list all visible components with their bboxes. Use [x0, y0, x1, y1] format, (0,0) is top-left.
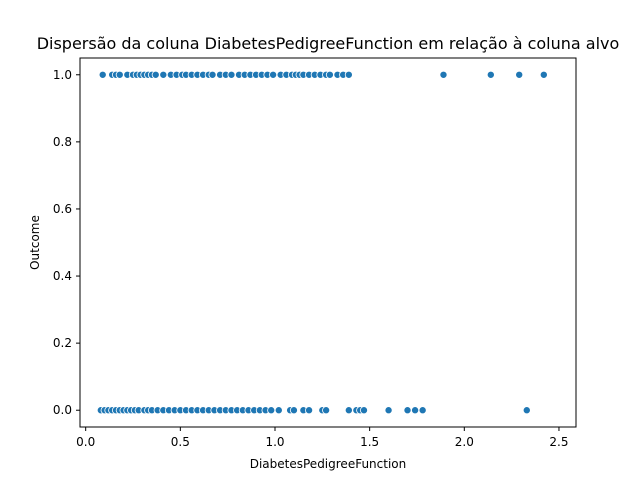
data-point [522, 406, 531, 415]
data-point [322, 406, 331, 415]
x-tick-label: 1.5 [360, 435, 379, 449]
data-point [403, 406, 412, 415]
y-tick-label: 0.2 [53, 336, 72, 350]
x-axis-label: DiabetesPedigreeFunction [250, 457, 407, 471]
data-point [539, 70, 548, 79]
data-point [115, 70, 124, 79]
y-tick-label: 1.0 [53, 68, 72, 82]
x-tick-label: 2.0 [455, 435, 474, 449]
y-axis-ticks: 0.0 0.2 0.4 0.6 0.8 1.0 [53, 68, 80, 417]
data-point [151, 70, 160, 79]
y-axis-label: Outcome [28, 215, 42, 270]
x-tick-label: 2.5 [549, 435, 568, 449]
data-point [359, 406, 368, 415]
data-point [267, 406, 276, 415]
data-point [344, 406, 353, 415]
data-point [411, 406, 420, 415]
data-point [418, 406, 427, 415]
x-tick-label: 0.0 [76, 435, 95, 449]
data-point [274, 406, 283, 415]
x-tick-label: 1.0 [265, 435, 284, 449]
y-tick-label: 0.0 [53, 403, 72, 417]
data-point [289, 406, 298, 415]
data-point [486, 70, 495, 79]
data-point [208, 70, 217, 79]
data-point [515, 70, 524, 79]
data-points [96, 70, 548, 415]
x-tick-label: 0.5 [171, 435, 190, 449]
chart-title: Dispersão da coluna DiabetesPedigreeFunc… [37, 34, 620, 53]
x-axis-ticks: 0.0 0.5 1.0 1.5 2.0 2.5 [76, 427, 569, 449]
y-tick-label: 0.8 [53, 135, 72, 149]
data-point [325, 70, 334, 79]
data-point [384, 406, 393, 415]
y-tick-label: 0.6 [53, 202, 72, 216]
data-point [159, 70, 168, 79]
plot-frame [79, 57, 577, 428]
data-point [269, 70, 278, 79]
y-tick-label: 0.4 [53, 269, 72, 283]
data-point [305, 406, 314, 415]
data-point [439, 70, 448, 79]
data-point [98, 70, 107, 79]
data-point [344, 70, 353, 79]
data-point [227, 70, 236, 79]
